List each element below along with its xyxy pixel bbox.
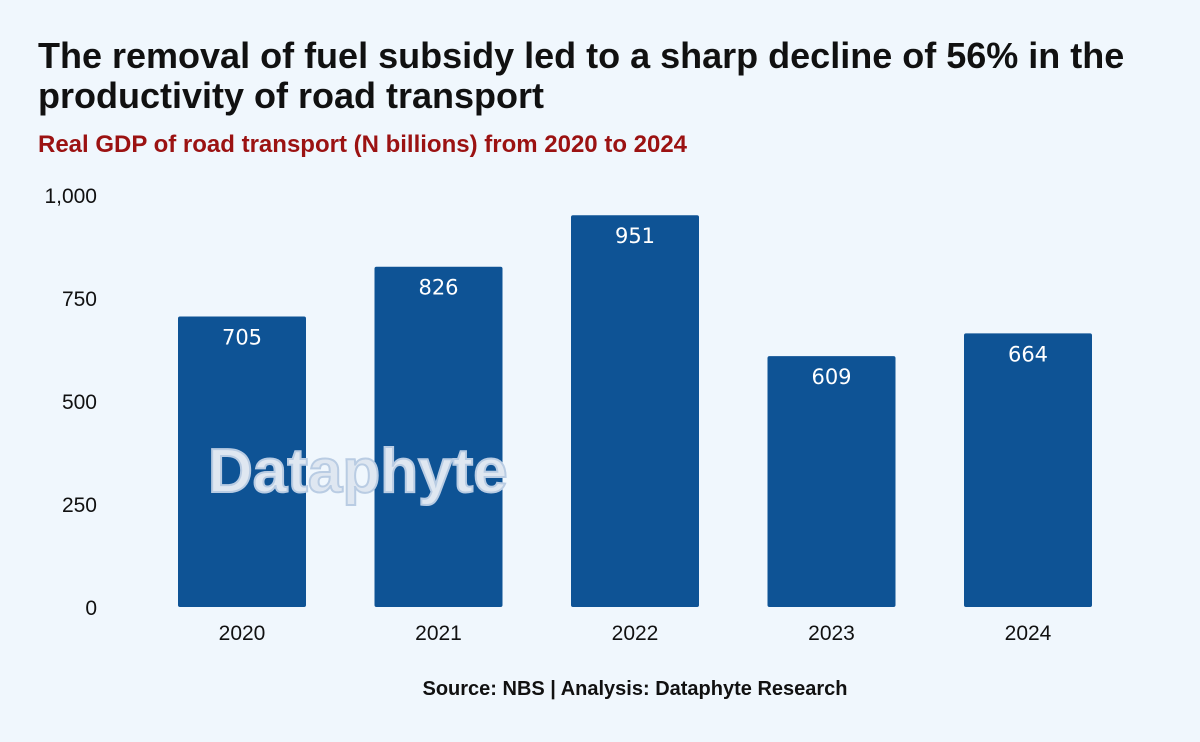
dataphyte-watermark: Dataphyte (208, 437, 508, 506)
bar-2020 (178, 316, 306, 607)
data-label: 705 (222, 326, 262, 350)
x-tick-label: 2021 (415, 622, 462, 645)
bar-2021 (374, 266, 503, 607)
y-axis: 0 250 500 750 1,000 (44, 185, 97, 620)
x-axis: 2020 2021 2022 2023 2024 (219, 622, 1052, 645)
chart-subtitle: Real GDP of road transport (N billions) … (38, 131, 688, 158)
bars: 705 826 951 609 664 (178, 215, 1092, 608)
x-tick-label: 2022 (612, 622, 659, 645)
y-tick-label: 1,000 (44, 185, 97, 208)
chart-title: The removal of fuel subsidy led to a sha… (38, 35, 1125, 116)
x-tick-label: 2020 (219, 622, 266, 645)
bar-2023 (767, 356, 896, 607)
data-label: 951 (615, 224, 655, 248)
bar-2024 (964, 333, 1092, 607)
data-label: 826 (418, 276, 458, 300)
data-label: 609 (811, 365, 851, 389)
y-tick-label: 250 (62, 494, 97, 517)
x-tick-label: 2024 (1005, 622, 1052, 645)
data-label: 664 (1008, 342, 1048, 366)
y-tick-label: 500 (62, 391, 97, 414)
y-tick-label: 0 (85, 597, 97, 620)
x-tick-label: 2023 (808, 622, 855, 645)
bar-2022 (571, 215, 699, 608)
source-note: Source: NBS | Analysis: Dataphyte Resear… (422, 678, 848, 700)
y-tick-label: 750 (62, 288, 97, 311)
